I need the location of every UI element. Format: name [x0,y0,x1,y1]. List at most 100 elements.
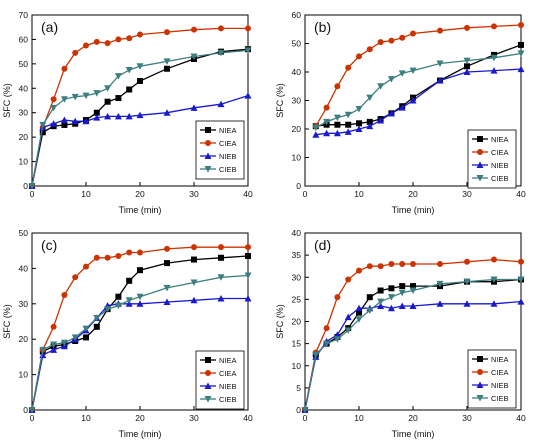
panel-1-series-1-line [315,24,522,127]
panel-0-y-tick-label: 30 [19,108,29,118]
panel-1-series-1-point [323,104,330,111]
panel-2-series-3-point [50,341,58,349]
panel-2-series-0-point [126,277,133,284]
panel-1-series-2-point [323,129,331,137]
panel-1-legend-entry: CIEA [491,148,509,157]
panel-0-series-1-point [93,38,100,45]
panel-2-x-tick-label: 10 [81,413,91,423]
panel-3-x-tick-label: 10 [354,413,364,423]
panel-1-series-1-point [399,34,406,41]
panel-2-label: (c) [41,237,57,253]
panel-0-series-2-point [125,112,133,120]
panel-0-legend-entry: CIEB [219,165,237,174]
panel-3-series-1-point [491,256,497,263]
panel-0-series-3-point [39,121,47,129]
panel-2-series-3-point [71,334,79,341]
panel-0-series-3-point [71,93,79,101]
panel-2-y-tick-label: 30 [19,299,29,309]
panel-1-series-3-point [463,57,471,65]
panel-0-series-3-point [104,85,112,92]
panel-1-series-3-point [355,106,363,113]
panel-3-legend-entry: CIEB [491,394,509,403]
panel-1-series-1-point [366,46,373,53]
panel-2-series-ciea [29,244,251,413]
panel-3-y-tick-label: 20 [292,317,302,327]
panel-3-x-tick-label: 40 [516,413,526,423]
panel-0-series-3-point [28,183,36,190]
panel-3-series-1-point [464,258,470,265]
panel-1-series-3-point [398,70,406,77]
panel-0-series-0-point [126,86,133,93]
panel-1-series-2-point [409,97,417,104]
panel-3-y-tick-label: 0 [296,405,301,415]
panel-3-series-3-point [377,298,385,306]
panel-1-label: (b) [314,19,331,35]
panel-3-legend-swatch-marker [477,356,483,362]
panel-2-series-3-point [82,325,90,333]
panel-0-series-1-point [83,42,89,49]
panel-2-y-tick-label: 40 [19,263,29,273]
panel-0-series-3-point [244,47,252,54]
panel-1-series-3-point [490,54,498,62]
panel-0-series-3-point [163,58,171,65]
panel-1-series-2-point [387,109,395,117]
panel-2-series-3-point [39,346,47,354]
panel-1-series-3-point [517,50,525,57]
panel-1-y-tick-label: 40 [292,67,302,77]
panel-0-x-axis-label: Time (min) [119,205,162,215]
panel-2-series-0-point [93,323,100,330]
panel-1-series-1-point [464,24,470,31]
panel-1-series-1-point [356,53,362,60]
panel-2-series-2-point [136,300,144,307]
panel-2-series-0-point [191,256,197,263]
panel-3-legend-swatch-marker [477,369,483,375]
panel-0-y-tick-label: 40 [19,83,29,93]
panel-1-series-ciea [312,21,524,130]
panel-0-legend-entry: NIEB [219,152,237,161]
panel-0-series-2-point [136,111,144,119]
panel-2-y-tick-label: 0 [23,405,28,415]
panel-0-series-1-point [137,31,143,38]
panel-1-series-2-point [436,77,444,84]
panel-3-series-3-point [436,280,444,288]
panel-1-series-0-point [366,118,373,125]
panel-3-x-tick-label: 30 [462,413,472,423]
panel-1-series-1-point [491,23,497,30]
panel-2-series-3-point [125,297,133,304]
panel-3-legend-entry: NIEA [491,355,509,364]
panel-0-series-1-point [218,25,224,32]
panel-2-series-1-point [61,291,68,298]
panel-0-series-1-point [50,96,57,103]
panel-0-y-axis-label: SFC (%) [2,83,12,118]
panel-3-series-2-point [409,302,417,310]
panel-2-legend-swatch-marker [205,357,211,363]
panel-1-y-tick-label: 0 [296,181,301,191]
panel-3-y-tick-label: 40 [292,228,302,238]
panel-3-series-1-point [323,325,330,332]
panel-1-series-3-point [333,114,341,122]
panel-1-legend-swatch-marker [477,149,483,155]
panel-3-series-2-point [517,298,525,305]
panel-2-legend-swatch-marker [204,396,212,403]
panel-1-series-0-point [464,63,470,70]
panel-2-series-3-point [60,339,68,347]
panel-0-series-3-point [60,96,68,103]
panel-0-series-1-point [61,65,68,72]
panel-2-series-1-point [218,244,224,251]
panel-2-series-3-point [93,314,101,322]
panel-2-series-2-point [50,346,58,353]
panel-3-series-1-point [366,263,373,270]
panel-3-series-3-point [409,287,417,295]
panel-2-series-2-point [244,294,252,302]
panel-3-y-tick-label: 30 [292,272,302,282]
panel-1-series-2-line [315,68,522,136]
panel-2-y-axis-label: SFC (%) [2,304,12,339]
panel-0-series-1-point [115,36,122,43]
panel-0-x-tick-label: 40 [243,189,253,199]
panel-3-series-3-point [312,351,320,359]
panel-0-series-2-point [82,117,90,125]
panel-1-x-tick-label: 30 [462,189,472,199]
panel-1-y-tick-label: 60 [292,10,302,20]
panel-1-legend-entry: NIEB [491,161,509,170]
